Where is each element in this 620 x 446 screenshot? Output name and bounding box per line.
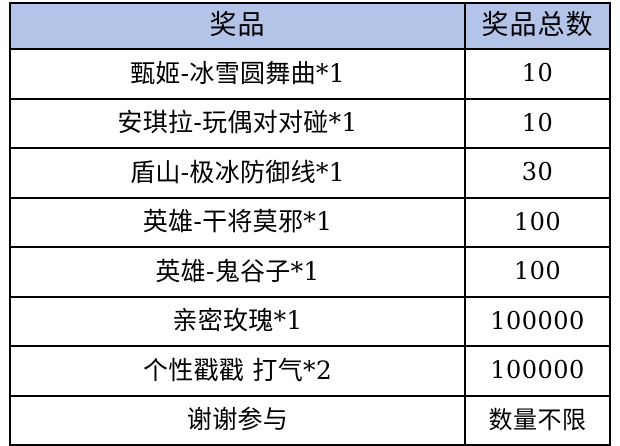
table-row: 谢谢参与 数量不限 xyxy=(9,394,611,446)
prize-table: 奖品 奖品总数 甄姬-冰雪圆舞曲*1 10 安琪拉-玩偶对对碰*1 10 盾山-… xyxy=(9,2,611,446)
prize-name-cell: 甄姬-冰雪圆舞曲*1 xyxy=(9,48,466,100)
prize-name-cell: 安琪拉-玩偶对对碰*1 xyxy=(9,97,466,149)
column-header-prize: 奖品 xyxy=(9,2,466,50)
header-row: 奖品 奖品总数 xyxy=(9,2,611,50)
prize-count-cell: 100 xyxy=(464,196,611,248)
prize-count-cell: 10 xyxy=(464,97,611,149)
prize-count-cell: 100 xyxy=(464,246,611,298)
prize-table-container: 奖品 奖品总数 甄姬-冰雪圆舞曲*1 10 安琪拉-玩偶对对碰*1 10 盾山-… xyxy=(9,2,611,446)
prize-count-cell: 10 xyxy=(464,48,611,100)
prize-count-cell: 30 xyxy=(464,147,611,199)
prize-name-cell: 谢谢参与 xyxy=(9,394,466,446)
prize-name-cell: 英雄-干将莫邪*1 xyxy=(9,196,466,248)
table-row: 盾山-极冰防御线*1 30 xyxy=(9,147,611,199)
prize-name-cell: 盾山-极冰防御线*1 xyxy=(9,147,466,199)
prize-count-cell: 数量不限 xyxy=(464,394,611,446)
table-row: 英雄-干将莫邪*1 100 xyxy=(9,196,611,248)
prize-name-cell: 亲密玫瑰*1 xyxy=(9,295,466,347)
table-row: 安琪拉-玩偶对对碰*1 10 xyxy=(9,97,611,149)
table-row: 亲密玫瑰*1 100000 xyxy=(9,295,611,347)
table-row: 英雄-鬼谷子*1 100 xyxy=(9,246,611,298)
prize-name-cell: 英雄-鬼谷子*1 xyxy=(9,246,466,298)
table-body: 甄姬-冰雪圆舞曲*1 10 安琪拉-玩偶对对碰*1 10 盾山-极冰防御线*1 … xyxy=(9,48,611,446)
table-row: 个性戳戳 打气*2 100000 xyxy=(9,345,611,397)
prize-count-cell: 100000 xyxy=(464,295,611,347)
prize-count-cell: 100000 xyxy=(464,345,611,397)
table-row: 甄姬-冰雪圆舞曲*1 10 xyxy=(9,48,611,100)
table-header: 奖品 奖品总数 xyxy=(9,2,611,50)
prize-name-cell: 个性戳戳 打气*2 xyxy=(9,345,466,397)
column-header-prize-total: 奖品总数 xyxy=(464,2,611,50)
